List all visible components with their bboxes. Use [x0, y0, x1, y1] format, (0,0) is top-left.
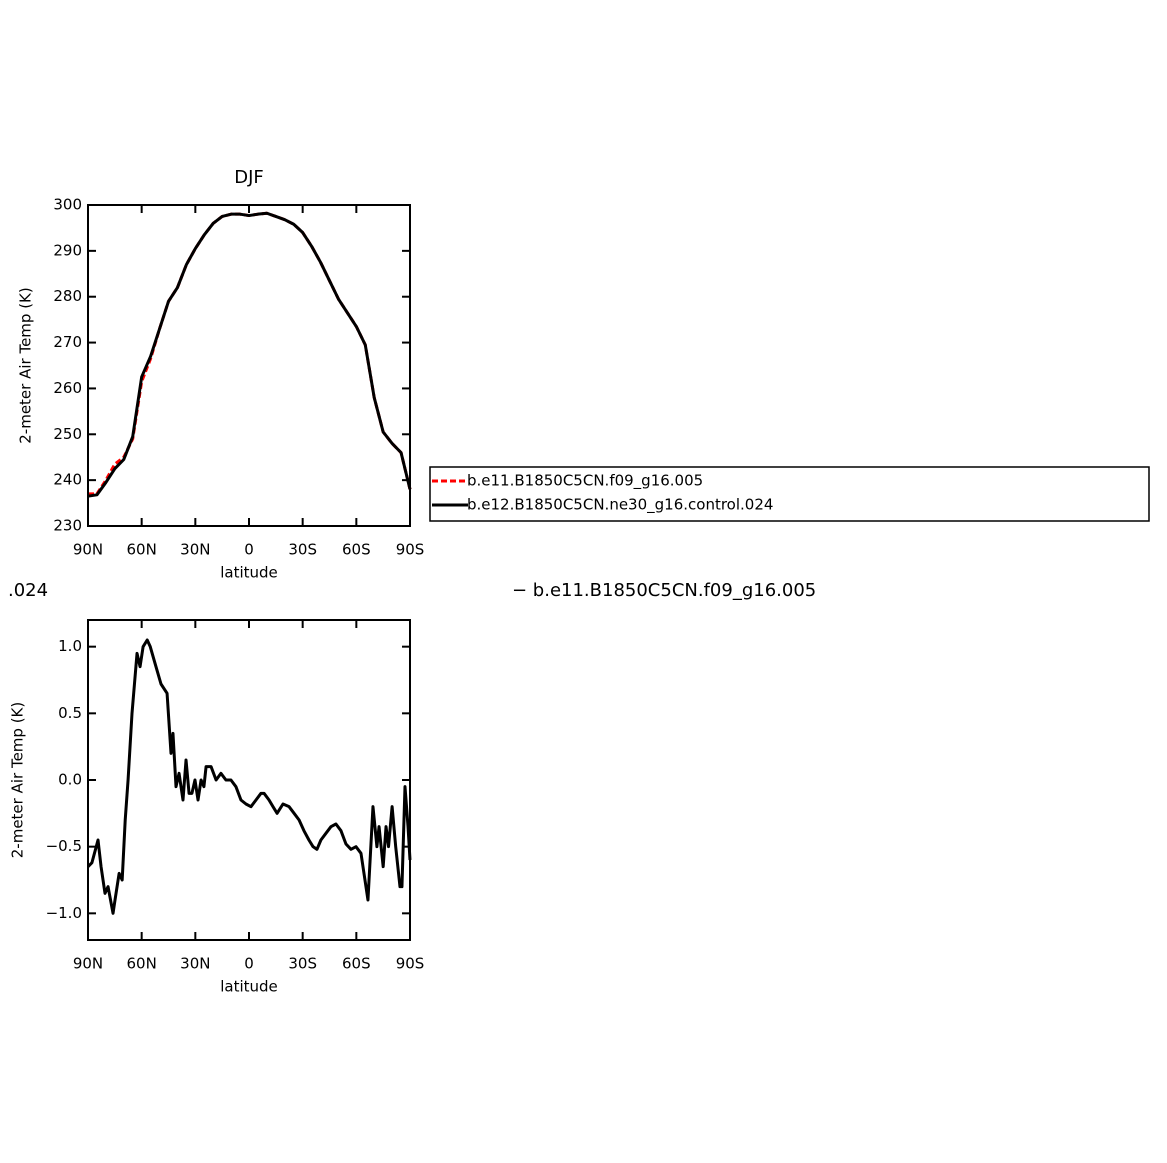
y-tick-label: 250: [53, 425, 82, 443]
legend-box: [429, 466, 1150, 522]
plot-frame: [87, 204, 411, 527]
data-line: [86, 638, 412, 915]
y-tick-label: 280: [53, 287, 82, 305]
x-tick-label: 0: [244, 541, 254, 559]
x-tick-label: 60S: [342, 955, 371, 973]
annotation: .024: [8, 580, 48, 601]
y-tick-label: 0.5: [58, 704, 82, 722]
chart-title: DJF: [234, 167, 264, 188]
x-tick-label: 90N: [73, 541, 103, 559]
x-tick-label: 30N: [180, 541, 210, 559]
y-tick-label: 240: [53, 471, 82, 489]
y-tick-label: 1.0: [58, 637, 82, 655]
x-tick-label: 60S: [342, 541, 371, 559]
y-tick-label: 300: [53, 196, 82, 214]
x-tick-label: 90S: [396, 955, 425, 973]
y-tick-label: 290: [53, 241, 82, 259]
y-axis-label: 2-meter Air Temp (K): [9, 702, 27, 859]
annotation: − b.e11.B1850C5CN.f09_g16.005: [512, 580, 816, 601]
x-tick-label: 90S: [396, 541, 425, 559]
x-tick-label: 30S: [288, 955, 317, 973]
x-axis-label: latitude: [220, 564, 278, 582]
x-axis-label: latitude: [220, 978, 278, 996]
data-line: [87, 211, 412, 498]
legend-label: b.e11.B1850C5CN.f09_g16.005: [467, 472, 703, 491]
y-tick-label: 260: [53, 379, 82, 397]
y-tick-label: 230: [53, 517, 82, 535]
x-tick-label: 30N: [180, 955, 210, 973]
x-tick-label: 0: [244, 955, 254, 973]
y-tick-label: −0.5: [46, 837, 82, 855]
x-tick-label: 60N: [127, 541, 157, 559]
y-axis-label: 2-meter Air Temp (K): [17, 287, 35, 444]
y-tick-label: −1.0: [46, 904, 82, 922]
legend-label: b.e12.B1850C5CN.ne30_g16.control.024: [467, 496, 773, 515]
x-tick-label: 30S: [288, 541, 317, 559]
y-tick-label: 270: [53, 333, 82, 351]
y-tick-label: 0.0: [58, 771, 82, 789]
data-line: [88, 211, 412, 496]
x-tick-label: 60N: [127, 955, 157, 973]
x-tick-label: 90N: [73, 955, 103, 973]
